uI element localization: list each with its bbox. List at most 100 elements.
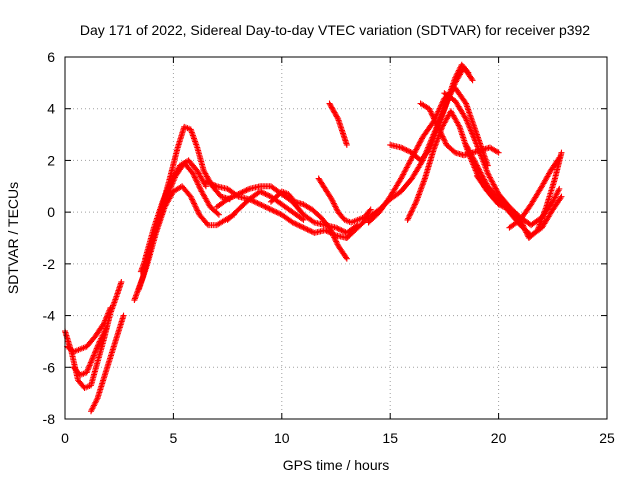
data-point — [194, 180, 201, 187]
data-point — [556, 154, 563, 161]
grid — [65, 57, 607, 419]
data-point — [333, 238, 340, 245]
data-point — [489, 178, 496, 185]
data-point — [436, 126, 443, 133]
data-point — [475, 165, 482, 172]
data-point — [98, 334, 105, 341]
data-point — [292, 220, 299, 227]
data-point — [212, 182, 219, 189]
data-point — [91, 401, 98, 408]
data-point — [478, 170, 485, 177]
data-point — [407, 157, 414, 164]
data-point — [470, 134, 477, 141]
data-point — [191, 200, 198, 207]
series-sat-c — [70, 325, 110, 379]
data-point — [520, 223, 527, 230]
data-point — [93, 396, 100, 403]
data-point — [258, 202, 265, 209]
data-point — [418, 136, 425, 143]
data-point — [428, 109, 435, 116]
data-point — [430, 114, 437, 121]
data-point — [94, 342, 101, 349]
data-point — [409, 207, 416, 214]
data-point — [406, 212, 413, 219]
data-point — [257, 188, 264, 195]
data-point — [498, 202, 505, 209]
data-point — [495, 201, 502, 208]
data-point — [290, 220, 297, 227]
x-tick-label: 20 — [491, 430, 507, 446]
data-point — [234, 191, 241, 198]
x-tick-label: 15 — [382, 430, 398, 446]
data-point — [462, 114, 469, 121]
data-point — [406, 148, 413, 155]
data-point — [193, 177, 200, 184]
data-point — [462, 99, 469, 106]
data-point — [330, 199, 337, 206]
data-point — [202, 183, 209, 190]
data-point — [398, 144, 405, 151]
data-point — [193, 206, 200, 213]
data-point — [272, 208, 279, 215]
data-point — [405, 161, 412, 168]
data-point — [118, 278, 125, 285]
data-point — [434, 122, 441, 129]
data-point — [416, 139, 423, 146]
data-point — [470, 133, 477, 140]
data-point — [403, 147, 410, 154]
data-point — [92, 399, 99, 406]
data-point — [522, 228, 529, 235]
data-point — [259, 189, 266, 196]
data-point — [88, 406, 95, 413]
data-point — [254, 200, 261, 207]
data-point — [489, 180, 496, 187]
data-point — [85, 365, 92, 372]
data-point — [343, 141, 350, 148]
data-point — [333, 224, 339, 231]
data-point — [430, 115, 437, 122]
data-point — [435, 125, 442, 132]
series-sat-b — [64, 304, 114, 355]
y-tick-label: 0 — [47, 204, 55, 220]
data-point — [427, 108, 434, 115]
data-point — [402, 167, 409, 174]
data-point — [197, 185, 204, 192]
data-point — [467, 126, 474, 133]
data-point — [274, 209, 281, 216]
data-point — [549, 198, 556, 205]
data-point — [191, 173, 198, 180]
data-point — [330, 108, 337, 115]
data-point — [494, 148, 501, 155]
data-point — [432, 118, 439, 125]
data-point — [266, 205, 273, 212]
data-point — [190, 171, 197, 178]
data-point — [479, 173, 486, 180]
x-tick-label: 25 — [599, 430, 615, 446]
data-point — [338, 227, 345, 234]
data-point — [411, 202, 418, 209]
data-point — [521, 226, 528, 233]
data-point — [262, 203, 269, 210]
data-point — [466, 148, 473, 155]
data-point — [463, 141, 470, 148]
data-point — [97, 336, 104, 343]
data-point — [333, 113, 340, 120]
data-point — [211, 181, 218, 188]
data-point — [463, 117, 470, 124]
data-point — [326, 224, 333, 231]
data-point — [194, 207, 201, 214]
data-point — [474, 163, 481, 170]
data-point — [405, 160, 412, 167]
data-point — [413, 146, 420, 153]
data-point — [106, 307, 113, 314]
data-point — [87, 360, 94, 367]
data-point — [470, 155, 477, 162]
data-point — [192, 175, 199, 182]
data-point — [463, 143, 470, 150]
data-point — [331, 234, 338, 241]
data-point — [553, 191, 560, 198]
data-point — [270, 207, 277, 214]
data-point — [106, 306, 113, 313]
data-point — [191, 174, 198, 181]
x-tick-label: 10 — [274, 430, 290, 446]
